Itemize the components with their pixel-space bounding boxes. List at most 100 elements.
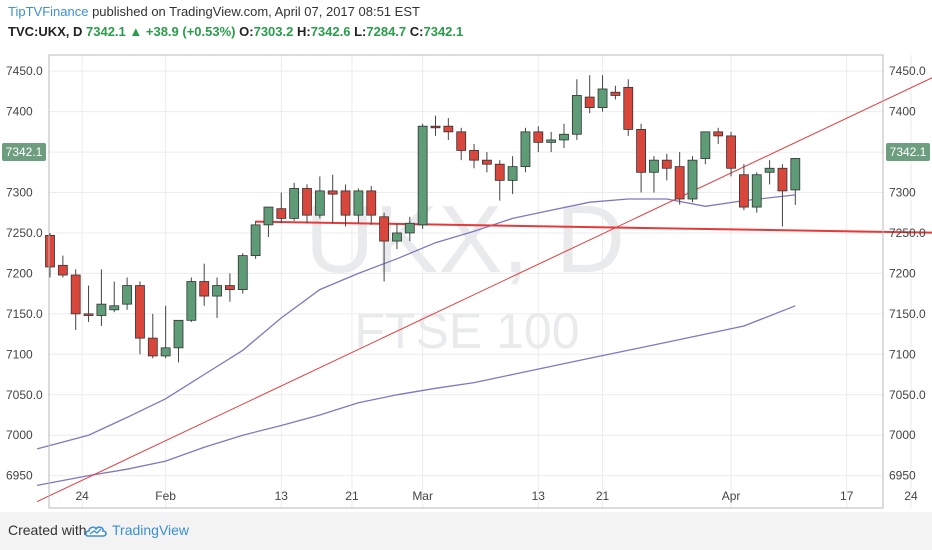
ma-slow-line xyxy=(36,305,796,487)
candle xyxy=(392,223,402,250)
candle-body xyxy=(739,174,749,208)
candle-body xyxy=(250,224,261,257)
candle-body xyxy=(661,159,672,169)
y-tick-right: 7300 xyxy=(889,186,916,200)
y-tick-right: 7100 xyxy=(889,347,916,361)
last-price: 7342.1 xyxy=(86,24,126,39)
candle-body xyxy=(45,234,55,268)
candle-body xyxy=(135,285,145,339)
candle xyxy=(302,184,312,224)
candle-body xyxy=(392,232,402,242)
candle xyxy=(649,156,659,193)
candle xyxy=(353,188,364,224)
candle xyxy=(276,192,287,224)
candle-body xyxy=(790,158,801,191)
ma-fast-line xyxy=(36,194,796,450)
candle-body xyxy=(327,190,338,195)
candle xyxy=(250,220,261,259)
candle xyxy=(469,143,479,169)
candle xyxy=(237,253,248,294)
candle xyxy=(57,255,68,278)
candle-body xyxy=(160,347,171,357)
low-label: L: xyxy=(354,24,367,39)
candle-body xyxy=(96,303,107,316)
candle xyxy=(212,277,222,318)
candle-body xyxy=(199,281,210,297)
candle xyxy=(443,118,454,140)
candle xyxy=(674,152,685,205)
candle xyxy=(109,281,120,313)
candle-body xyxy=(469,150,479,161)
tradingview-brand-link[interactable]: TradingView xyxy=(112,522,190,538)
price-badge-right: 7342.1 xyxy=(886,143,930,161)
candle-body xyxy=(623,86,634,130)
candlestick-chart[interactable]: UKX, D FTSE 100 7450.074007350.073007250… xyxy=(0,0,932,512)
x-tick-label: Feb xyxy=(155,489,176,503)
candle-body xyxy=(57,264,68,276)
candle-body xyxy=(546,139,557,143)
candle xyxy=(636,123,646,193)
candle-body xyxy=(649,159,659,173)
candle-body xyxy=(700,131,711,159)
y-tick-left: 7100 xyxy=(6,347,33,361)
candle-body xyxy=(443,125,454,133)
candle xyxy=(96,269,107,326)
candle xyxy=(173,319,184,363)
candle xyxy=(160,305,171,359)
high-label: H: xyxy=(296,24,311,39)
x-axis: 24 Feb 13 21 Mar 13 21 Apr 17 24 xyxy=(75,489,917,503)
candle-body xyxy=(340,190,351,216)
y-tick-left: 7300 xyxy=(6,186,33,200)
candle xyxy=(597,75,608,112)
tradingview-cloud-icon[interactable] xyxy=(84,521,108,541)
candle xyxy=(661,153,672,181)
candle xyxy=(790,158,801,205)
price-badge-left-text: 7342.1 xyxy=(6,145,43,159)
candle-body xyxy=(764,167,775,173)
y-tick-left: 7000 xyxy=(6,428,33,442)
candle-body xyxy=(314,190,325,216)
candle xyxy=(263,206,274,238)
candle-body xyxy=(571,95,582,135)
candle xyxy=(45,232,55,278)
author-link[interactable]: TipTVFinance xyxy=(8,4,89,19)
candle-body xyxy=(674,166,685,200)
candle-body xyxy=(263,206,274,226)
candle xyxy=(147,313,158,359)
watermark-name: FTSE 100 xyxy=(354,303,579,359)
candle-body xyxy=(636,129,646,173)
x-tick-label: 17 xyxy=(840,489,854,503)
candle-body xyxy=(353,190,364,216)
candle xyxy=(546,131,557,153)
y-tick-left: 6950 xyxy=(6,469,33,483)
open-value: 7303.2 xyxy=(253,24,294,39)
candle-body xyxy=(186,281,197,321)
price-badge-right-text: 7342.1 xyxy=(890,145,927,159)
plot-frame xyxy=(48,54,884,509)
y-tick-right: 7000 xyxy=(889,428,916,442)
trend-line-1[interactable] xyxy=(36,70,932,502)
candle xyxy=(610,85,621,100)
candle xyxy=(186,277,197,322)
y-tick-right: 7450.0 xyxy=(889,64,926,78)
candle xyxy=(584,75,595,114)
candle xyxy=(224,273,235,302)
candle xyxy=(122,277,132,310)
candle xyxy=(340,184,351,227)
candle xyxy=(507,156,518,195)
candle-body xyxy=(224,285,235,290)
y-tick-left: 7400 xyxy=(6,105,33,119)
candle xyxy=(135,281,145,355)
candle-body xyxy=(597,88,608,108)
x-tick-label: 21 xyxy=(596,489,610,503)
candle-body xyxy=(122,285,132,305)
candle-body xyxy=(70,274,81,315)
x-tick-label: 13 xyxy=(275,489,289,503)
grid-lines xyxy=(49,55,912,508)
candle xyxy=(533,126,544,153)
y-axis-left: 7450.074007350.073007250.072007150.07100… xyxy=(6,64,43,482)
created-with-label: Created with xyxy=(8,522,87,538)
candle xyxy=(327,174,338,224)
candle-body xyxy=(417,125,428,226)
candle-body xyxy=(481,159,492,165)
